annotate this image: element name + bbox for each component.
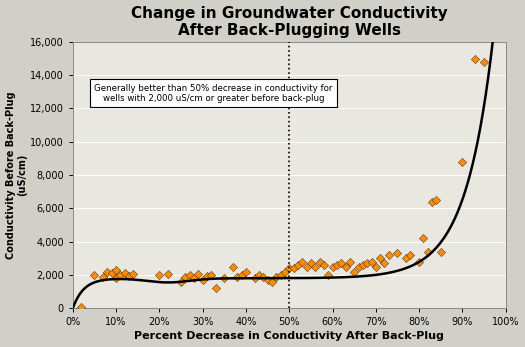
Point [99,274,107,279]
Point [419,236,428,241]
Point [372,264,380,269]
Point [428,199,436,204]
Point [207,272,216,278]
Point [198,277,207,283]
Point [402,255,411,261]
Point [164,271,172,277]
Point [177,279,185,285]
Point [320,262,328,268]
Point [376,255,384,261]
Point [480,59,488,65]
Point [121,271,129,276]
Point [289,265,298,271]
Point [458,159,467,164]
Point [345,259,354,264]
Point [471,56,480,61]
Point [341,264,350,269]
Point [311,264,319,269]
Point [181,274,190,279]
Point [380,261,388,266]
Point [285,265,293,271]
Point [385,252,393,258]
Point [276,272,285,278]
Point [112,267,120,273]
Point [302,264,311,269]
Point [298,259,307,264]
Point [432,197,440,203]
Point [220,276,228,281]
Point [333,262,341,268]
Point [229,264,237,269]
Point [212,286,220,291]
Point [194,271,203,277]
Point [393,251,402,256]
Point [108,271,116,276]
Point [354,264,363,269]
Point [77,304,86,310]
Point [316,259,324,264]
Point [155,272,164,278]
Point [363,261,371,266]
Point [437,249,445,254]
Point [242,269,250,274]
Point [415,259,423,264]
Point [259,274,268,279]
Point [90,272,99,278]
Point [125,273,133,279]
Point [359,262,367,268]
Point [324,272,332,278]
Point [233,274,242,279]
Point [307,261,315,266]
Point [190,276,198,281]
Point [237,272,246,278]
Point [406,252,415,258]
Point [328,264,337,269]
Point [264,277,272,283]
Point [116,272,124,278]
Text: Generally better than 50% decrease in conductivity for
wells with 2,000 uS/cm or: Generally better than 50% decrease in co… [94,84,333,103]
Point [293,262,302,268]
Point [185,272,194,278]
Point [350,269,359,274]
Point [112,276,120,281]
Point [281,269,289,274]
Point [268,279,276,285]
Point [272,274,280,279]
Point [203,273,211,279]
Title: Change in Groundwater Conductivity
After Back-Plugging Wells: Change in Groundwater Conductivity After… [131,6,448,38]
Point [250,276,259,281]
Y-axis label: Conductivity Before Back-Plug
(uS/cm): Conductivity Before Back-Plug (uS/cm) [6,91,27,259]
Point [255,272,263,278]
X-axis label: Percent Decrease in Conductivity After Back-Plug: Percent Decrease in Conductivity After B… [134,331,444,341]
Point [103,269,112,274]
Point [129,271,138,277]
Point [368,259,376,264]
Point [337,261,345,266]
Point [424,249,432,254]
